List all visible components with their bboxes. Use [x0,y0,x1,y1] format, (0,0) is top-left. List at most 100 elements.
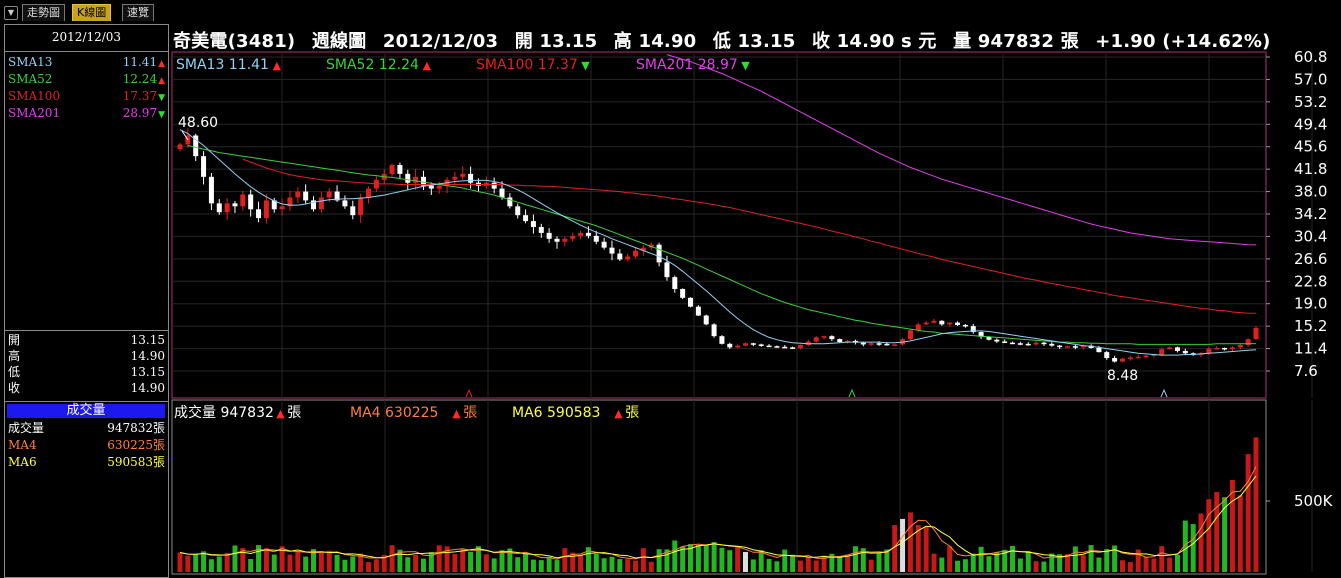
up-arrow-icon: ▲ [158,76,165,86]
volume-bar [1041,561,1047,572]
volume-legend-item: MA4 630225 [350,405,438,421]
candle-body [703,315,709,325]
volume-header[interactable]: 成交量 [7,404,165,418]
candle-body [1174,347,1180,351]
tab-bar: ▼ 走勢圖 K線圖 速覽 [0,0,1341,22]
volume-bar [1010,545,1016,572]
candle-body [405,173,411,183]
volume-bar [1159,546,1165,572]
volume-bar [1190,524,1196,572]
candle-body [578,232,584,236]
volume-bar [1237,495,1243,572]
candle-body [256,209,262,219]
dropdown-icon[interactable]: ▼ [4,6,18,20]
ohlc-row-1-label: 高 [8,349,21,363]
volume-legend-item: 成交量 947832 [174,404,274,421]
volume-bar [742,551,748,572]
volume-bar [947,546,953,572]
volume-value: 947832 [977,31,1055,52]
tab-overview[interactable]: 速覽 [122,4,154,21]
candle-body [271,200,277,210]
volume-bar [491,558,497,572]
candle-body [1112,358,1118,362]
volume-bar [1127,562,1133,572]
volume-bar [420,558,426,572]
candle-body [633,250,639,257]
candle-body [1088,345,1094,348]
candle-body [1159,349,1165,355]
candle-body [295,191,301,198]
volume-bar [1198,513,1204,572]
ohlc-row-0-label: 開 [8,333,21,347]
volume-bar [538,560,544,572]
volume-bar [1135,549,1141,572]
candle-body [1237,345,1243,348]
candle-body [420,176,426,186]
volume-bar [782,549,788,572]
vol-row-1-value: 630225張 [107,438,165,452]
volume-bar [1222,497,1228,572]
volume-bar [688,544,694,572]
candle-body [570,235,576,239]
candle-body [986,336,992,340]
candle-body [515,206,521,216]
candle-body [680,288,686,298]
candle-body [279,206,285,210]
event-marker-icon [848,388,856,398]
candle-body [790,347,796,349]
price-tick-label: 15.2 [1294,317,1327,335]
volume-bar [758,550,764,572]
header-date: 2012/12/03 [382,31,499,52]
volume-bar [774,561,780,572]
panel-date: 2012/12/03 [51,30,122,44]
tab-kline[interactable]: K線圖 [72,4,112,21]
candle-body [672,277,678,289]
candle-body [813,337,819,342]
volume-bar [358,553,364,572]
volume-bar [578,555,584,572]
vol-row-1: MA4 630225張 [8,438,165,452]
high-value: 14.90 [638,31,697,52]
volume-bar [1206,499,1212,572]
volume-bar [271,554,277,572]
volume-bar [405,557,411,572]
candle-body [656,244,662,263]
volume-bar [248,559,254,572]
legend-sma13: SMA13 11.41 [176,57,269,73]
volume-bar [876,553,882,572]
candle-body [334,191,340,201]
volume-bar [177,552,183,572]
candle-body [585,232,591,236]
candle-body [782,346,788,349]
candle-body [1010,342,1016,345]
high-annotation: 48.60 [178,115,218,131]
volume-bar [240,548,246,572]
candle-body [1002,341,1008,343]
price-tick-label: 19.0 [1294,295,1327,313]
volume-bar [790,554,796,572]
sma13-line [179,129,1257,356]
volume-bars [177,437,1259,572]
candle-body [640,247,646,251]
tab-trend[interactable]: 走勢圖 [22,4,65,21]
volume-bar [633,560,639,572]
volume-bar [444,546,450,572]
volume-bar [428,552,434,572]
sma-row-sma13-label: SMA13 [8,55,53,69]
legend-sma100: SMA100 17.37 [476,57,578,73]
volume-bar [1229,479,1235,572]
candle-body [931,320,937,323]
candle-body [507,197,513,207]
volume-bar [892,525,898,572]
sma-row-sma201-label: SMA201 [8,106,61,120]
volume-bar [625,559,631,572]
candle-body [436,185,442,189]
vol-row-0-value: 947832張 [107,421,165,435]
volume-bar [640,548,646,572]
candle-body [915,324,921,331]
low-label: 低 [712,31,732,52]
volume-bar [593,553,599,572]
up-arrow-icon: ▲ [452,407,461,420]
candle-body [342,200,348,207]
